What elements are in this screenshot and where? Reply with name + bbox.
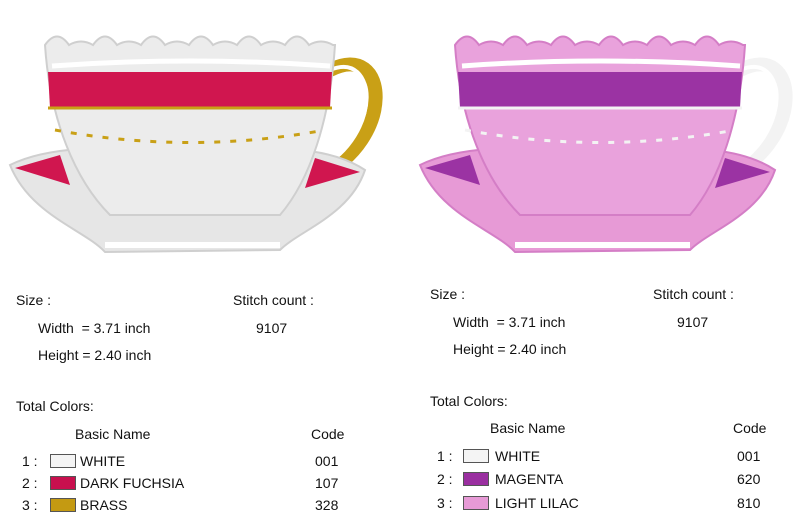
teacup-image: [418, 35, 793, 254]
stitch-count-label: Stitch count :: [653, 286, 734, 302]
height-value: Height = 2.40 inch: [453, 341, 567, 357]
color-name: WHITE: [495, 448, 541, 464]
column-header: Code: [733, 420, 767, 436]
size-label: Size :: [430, 286, 466, 302]
column-header: Code: [311, 426, 345, 442]
color-code: 001: [315, 453, 339, 469]
teacup-image: [8, 35, 383, 254]
color-code: 620: [737, 471, 761, 487]
width-value: Width = 3.71 inch: [453, 314, 566, 330]
size-label: Size :: [16, 292, 52, 308]
total-colors-label: Total Colors:: [430, 393, 508, 409]
color-name: DARK FUCHSIA: [80, 475, 185, 491]
color-index: 3 :: [437, 495, 453, 511]
column-header: Basic Name: [75, 426, 151, 442]
total-colors-label: Total Colors:: [16, 398, 94, 414]
color-code: 107: [315, 475, 339, 491]
color-code: 001: [737, 448, 761, 464]
color-index: 2 :: [22, 475, 38, 491]
stitch-count-value: 9107: [677, 314, 709, 330]
color-code: 810: [737, 495, 761, 511]
color-index: 3 :: [22, 497, 38, 513]
height-value: Height = 2.40 inch: [38, 347, 152, 363]
color-index: 1 :: [437, 448, 453, 464]
color-swatch: [50, 498, 76, 512]
color-swatch: [463, 496, 489, 510]
color-index: 1 :: [22, 453, 38, 469]
column-header: Basic Name: [490, 420, 566, 436]
color-name: BRASS: [80, 497, 128, 513]
stitch-count-label: Stitch count :: [233, 292, 314, 308]
color-name: LIGHT LILAC: [495, 495, 579, 511]
color-swatch: [50, 476, 76, 490]
color-index: 2 :: [437, 471, 453, 487]
width-value: Width = 3.71 inch: [38, 320, 151, 336]
color-name: MAGENTA: [495, 471, 564, 487]
color-swatch: [463, 449, 489, 463]
stitch-count-value: 9107: [256, 320, 288, 336]
color-swatch: [50, 454, 76, 468]
color-swatch: [463, 472, 489, 486]
color-code: 328: [315, 497, 339, 513]
color-name: WHITE: [80, 453, 126, 469]
